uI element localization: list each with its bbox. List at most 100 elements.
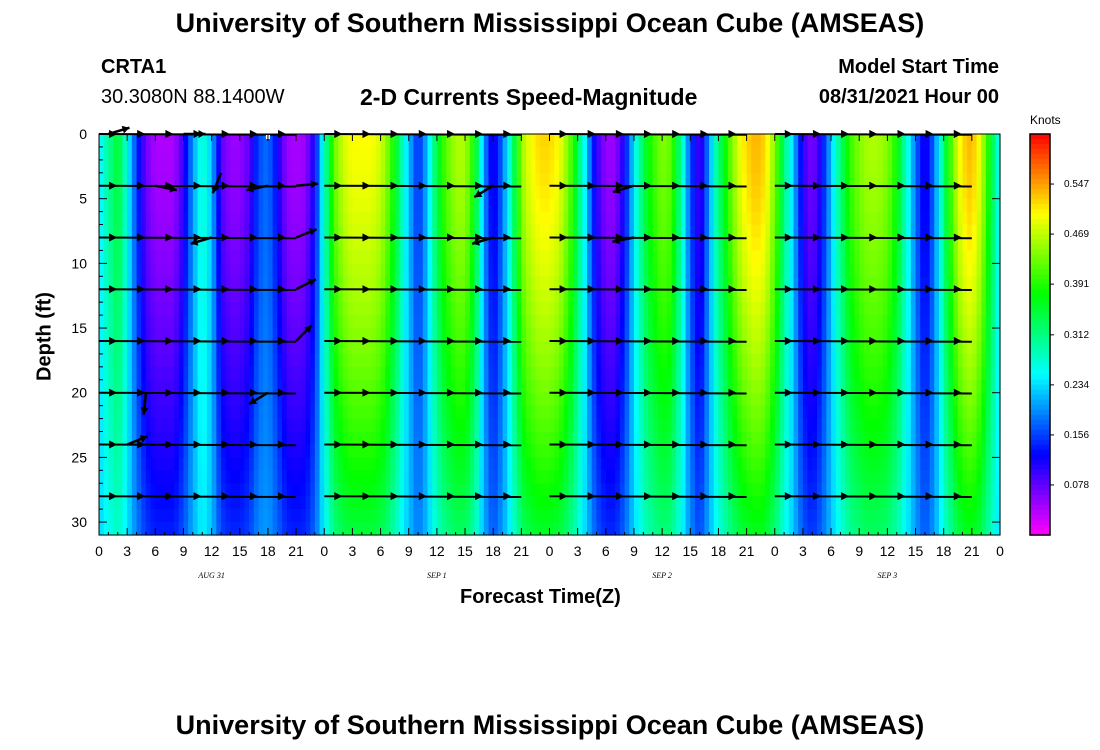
heatmap-cell	[343, 353, 349, 368]
heatmap-cell	[549, 418, 555, 433]
heatmap-cell	[629, 483, 635, 497]
heatmap-cell	[282, 211, 288, 226]
heatmap-cell	[333, 418, 339, 433]
heatmap-cell	[709, 444, 715, 458]
heatmap-cell	[225, 250, 231, 264]
heatmap-cell	[718, 405, 724, 420]
heatmap-cell	[821, 276, 827, 290]
heatmap-cell	[516, 159, 522, 174]
heatmap-cell	[793, 392, 799, 407]
heatmap-cell	[235, 211, 241, 226]
heatmap-cell	[221, 237, 227, 252]
heatmap-cell	[446, 302, 452, 316]
heatmap-cell	[206, 328, 213, 342]
heatmap-cell	[662, 418, 668, 433]
heatmap-cell	[164, 444, 170, 458]
heatmap-cell	[568, 522, 574, 536]
heatmap-cell	[662, 134, 668, 148]
heatmap-cell	[502, 457, 508, 471]
heatmap-cell	[267, 366, 274, 381]
heatmap-cell	[582, 185, 588, 200]
heatmap-cell	[277, 457, 283, 471]
heatmap-cell	[282, 302, 288, 316]
heatmap-cell	[450, 211, 457, 226]
heatmap-cell	[821, 405, 827, 420]
heatmap-cell	[784, 198, 790, 213]
heatmap-cell	[488, 276, 494, 290]
heatmap-cell	[404, 405, 410, 420]
heatmap-cell	[164, 483, 170, 497]
heatmap-cell	[352, 496, 358, 510]
heatmap-cell	[779, 444, 785, 458]
heatmap-cell	[807, 379, 813, 394]
heatmap-cell	[436, 353, 443, 368]
heatmap-cell	[235, 237, 241, 252]
heatmap-cell	[807, 328, 813, 342]
heatmap-cell	[605, 315, 612, 329]
heatmap-cell	[605, 146, 612, 161]
heatmap-cell	[141, 302, 147, 316]
heatmap-cell	[694, 276, 701, 290]
heatmap-cell	[629, 146, 635, 161]
heatmap-cell	[831, 289, 837, 303]
heatmap-cell	[741, 509, 748, 523]
heatmap-cell	[460, 522, 466, 536]
heatmap-cell	[324, 379, 330, 394]
heatmap-cell	[432, 134, 438, 148]
heatmap-cell	[399, 470, 405, 484]
heatmap-cell	[432, 392, 438, 407]
heatmap-cell	[812, 159, 818, 174]
heatmap-cell	[502, 315, 508, 329]
heatmap-cell	[802, 353, 809, 368]
heatmap-cell	[479, 418, 485, 433]
heatmap-cell	[455, 522, 461, 536]
heatmap-cell	[235, 392, 241, 407]
heatmap-cell	[680, 509, 687, 523]
heatmap-cell	[676, 470, 682, 484]
heatmap-cell	[305, 289, 311, 303]
heatmap-cell	[610, 211, 616, 226]
heatmap-cell	[516, 224, 522, 239]
heatmap-cell	[572, 328, 579, 342]
heatmap-cell	[399, 211, 405, 226]
heatmap-cell	[174, 444, 180, 458]
heatmap-cell	[615, 405, 621, 420]
heatmap-cell	[230, 457, 236, 471]
heatmap-cell	[277, 172, 283, 187]
heatmap-cell	[793, 159, 799, 174]
heatmap-cell	[563, 509, 569, 523]
heatmap-cell	[239, 496, 246, 510]
heatmap-cell	[784, 224, 790, 239]
heatmap-cell	[197, 185, 203, 200]
heatmap-cell	[272, 315, 278, 329]
heatmap-cell	[685, 315, 691, 329]
heatmap-cell	[718, 263, 724, 277]
heatmap-cell	[563, 276, 569, 290]
heatmap-cell	[629, 496, 635, 510]
heatmap-cell	[751, 418, 757, 433]
heatmap-cell	[845, 470, 851, 484]
heatmap-cell	[347, 146, 353, 161]
heatmap-cell	[666, 250, 673, 264]
heatmap-cell	[450, 185, 457, 200]
heatmap-cell	[413, 172, 419, 187]
heatmap-cell	[741, 522, 748, 536]
heatmap-cell	[798, 328, 804, 342]
heatmap-cell	[178, 418, 185, 433]
heatmap-cell	[197, 366, 203, 381]
heatmap-cell	[727, 224, 734, 239]
heatmap-cell	[361, 457, 368, 471]
heatmap-cell	[676, 353, 682, 368]
heatmap-cell	[117, 457, 124, 471]
heatmap-cell	[399, 134, 405, 148]
heatmap-cell	[99, 366, 105, 381]
heatmap-cell	[291, 134, 297, 148]
heatmap-cell	[150, 522, 156, 536]
heatmap-cell	[291, 470, 297, 484]
heatmap-cell	[849, 366, 856, 381]
heatmap-cell	[418, 276, 424, 290]
heatmap-cell	[305, 353, 311, 368]
heatmap-cell	[676, 302, 682, 316]
heatmap-cell	[197, 340, 203, 355]
heatmap-cell	[108, 379, 114, 394]
